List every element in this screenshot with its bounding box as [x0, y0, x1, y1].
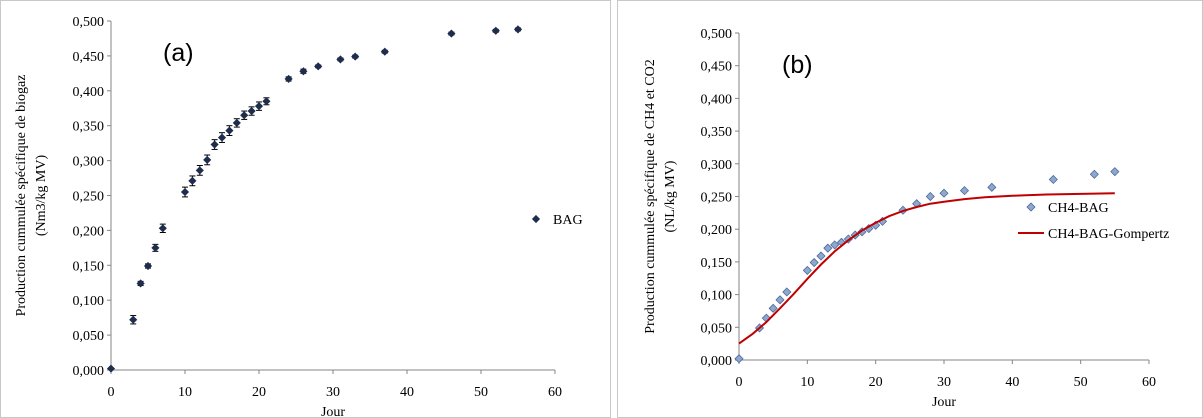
chart-b-y-tick-label: 0,150: [701, 256, 733, 271]
chart-b-x-tick-label: 10: [800, 375, 814, 390]
chart-a-data-point: [447, 29, 456, 38]
chart-a-data-point: [380, 47, 389, 56]
chart-b-x-tick-label: 60: [1142, 375, 1156, 390]
chart-b-y-tick-label: 0,000: [701, 354, 733, 369]
chart-a-data-point: [203, 155, 212, 164]
chart-b-data-point: [959, 186, 970, 196]
chart-b-y-tick-label: 0,450: [701, 60, 733, 75]
chart-a-x-tick-label: 20: [252, 385, 266, 400]
chart-b-data-point: [830, 240, 840, 250]
chart-b-y-tick-label: 0,300: [701, 158, 733, 173]
chart-a-y-axis-title-line1: Production cummulée spécifique de biogaz: [14, 75, 29, 317]
chart-b-y-tick-label: 0,050: [701, 321, 733, 336]
chart-a-data-point: [151, 243, 160, 252]
chart-a-data-point: [247, 106, 256, 116]
chart-b-x-axis-title: Jour: [932, 395, 956, 410]
chart-panel-b: 0,000 0,050 0,100 0,150 0,200 0,250 0,300 0,350…: [617, 0, 1203, 418]
chart-a-data-point: [180, 187, 190, 197]
chart-a-data-point: [143, 261, 153, 271]
chart-b-data-point: [775, 295, 785, 305]
chart-b-series-line-ch4-bag-gompertz: [738, 192, 1115, 345]
chart-b-x-tick-label: 50: [1074, 375, 1088, 390]
chart-a-data-point: [188, 176, 197, 185]
chart-a-x-tick-label: 30: [326, 385, 340, 400]
chart-b-y-tick-label: 0,500: [701, 27, 733, 42]
chart-a-data-point: [158, 224, 167, 233]
chart-a-x-tick-label: 10: [178, 385, 192, 400]
chart-b-data-point: [768, 303, 778, 313]
chart-a-legend-label: BAG: [553, 213, 583, 228]
chart-a-y-tick-label: 0,300: [73, 155, 105, 170]
chart-a-data-point: [136, 279, 145, 288]
chart-a-legend-marker: [531, 214, 541, 224]
chart-a-data-point: [262, 97, 271, 106]
chart-b-legend-marker: [1026, 202, 1036, 212]
chart-a-y-tick-label: 0,000: [73, 364, 105, 379]
chart-a-data-point: [195, 166, 204, 175]
chart-b-y-tick-label: 0,400: [701, 92, 733, 107]
chart-a-panel-label: (a): [163, 39, 194, 67]
chart-b-data-point: [809, 257, 819, 268]
chart-b-data-point: [782, 287, 792, 297]
chart-a-data-point: [351, 52, 360, 61]
chart-b-y-tick-label: 0,200: [701, 223, 733, 238]
chart-b-y-axis-title-line2: (NL/kg MV): [663, 160, 678, 232]
chart-b-data-point: [823, 243, 833, 253]
chart-a-x-tick-label: 50: [474, 385, 488, 400]
chart-b-x-tick-label: 40: [1005, 375, 1019, 390]
chart-a-x-tick-label: 0: [108, 385, 115, 400]
chart-a-data-point: [336, 55, 345, 64]
chart-a-x-tick-label: 40: [400, 385, 414, 400]
chart-a-data-point: [254, 102, 264, 111]
chart-b-x-tick-label: 30: [937, 375, 951, 390]
chart-a-y-tick-label: 0,100: [73, 294, 105, 309]
chart-a-data-point: [240, 111, 249, 120]
chart-b-data-point: [925, 191, 935, 202]
chart-a-y-tick-label: 0,250: [73, 190, 105, 205]
chart-a-data-point: [106, 364, 116, 373]
chart-a-data-point: [491, 26, 500, 35]
chart-a-data-point: [513, 25, 523, 34]
chart-b-legend-label: CH4-BAG: [1048, 201, 1109, 216]
chart-a-data-point: [225, 126, 234, 135]
chart-a-data-point: [314, 62, 323, 71]
chart-a-data-point: [284, 74, 293, 83]
chart-b-y-tick-label: 0,350: [701, 125, 733, 140]
chart-a-y-tick-label: 0,200: [73, 224, 105, 239]
chart-a-y-tick-label: 0,050: [73, 329, 105, 344]
chart-b-x-tick-label: 20: [869, 375, 883, 390]
chart-b-data-point: [734, 354, 744, 364]
chart-b-x-tick-label: 0: [736, 375, 743, 390]
chart-b-panel-label: (b): [782, 51, 813, 79]
chart-b-data-point: [816, 251, 826, 261]
chart-a-svg: 0,000 0,050 0,100 0,150 0,200 0,250 0,300 0,350…: [14, 15, 583, 417]
chart-a-x-tick-label: 60: [548, 385, 562, 400]
chart-b-data-point: [1089, 169, 1099, 179]
chart-b-y-axis-title-line1: Production cummulée spécifique de CH4 et…: [643, 59, 658, 334]
chart-a-data-point: [217, 133, 227, 142]
chart-a-data-point: [210, 140, 219, 149]
chart-b-data-point: [1048, 174, 1058, 185]
chart-a-data-point: [299, 67, 308, 76]
chart-a-y-tick-label: 0,400: [73, 85, 105, 100]
chart-panel-a: 0,000 0,050 0,100 0,150 0,200 0,250 0,300 0,350…: [0, 0, 611, 418]
chart-a-y-tick-label: 0,350: [73, 120, 105, 135]
chart-b-legend-label: CH4-BAG-Gompertz: [1048, 227, 1169, 242]
chart-b-svg: 0,000 0,050 0,100 0,150 0,200 0,250 0,300 0,350…: [643, 27, 1169, 410]
chart-b-data-point: [987, 182, 997, 192]
chart-a-y-tick-label: 0,450: [73, 50, 105, 65]
chart-b-data-point: [1110, 167, 1120, 177]
chart-b-y-tick-label: 0,250: [701, 191, 733, 206]
chart-a-data-point: [129, 315, 138, 324]
chart-b-data-point: [802, 265, 812, 275]
chart-b-y-tick-label: 0,100: [701, 289, 733, 304]
chart-a-x-axis-title: Jour: [321, 405, 345, 417]
chart-a-data-point: [232, 118, 241, 127]
chart-a-y-tick-label: 0,150: [73, 259, 105, 274]
chart-b-data-point: [939, 188, 949, 198]
chart-a-y-axis-title-line2: (Nm3/kg MV): [34, 155, 49, 237]
chart-a-y-tick-label: 0,500: [73, 15, 105, 30]
